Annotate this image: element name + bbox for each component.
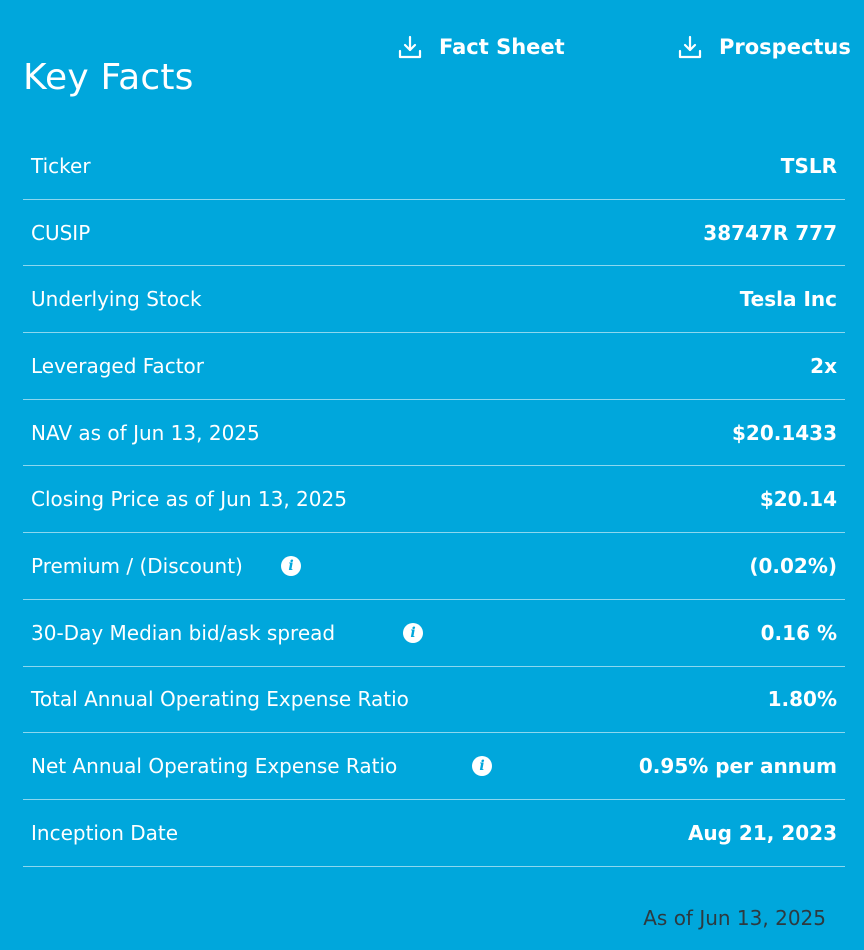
fact-label: Inception Date — [31, 820, 179, 845]
fact-value: 0.95% per annum — [638, 754, 837, 779]
download-icon — [677, 34, 703, 60]
fact-label: CUSIP — [31, 220, 91, 245]
page-title: Key Facts — [23, 57, 194, 98]
fact-label: Closing Price as of Jun 13, 2025 — [31, 487, 347, 512]
fact-value: (0.02%) — [749, 553, 837, 578]
fact-label: Total Annual Operating Expense Ratio — [31, 687, 409, 712]
info-icon[interactable]: i — [281, 555, 301, 576]
fact-row-premium-discount: Premium / (Discount) i (0.02%) — [23, 533, 845, 600]
info-icon[interactable]: i — [403, 622, 423, 643]
fact-value: TSLR — [780, 153, 837, 178]
fact-row-net-expense-ratio: Net Annual Operating Expense Ratio i 0.9… — [23, 733, 845, 800]
fact-label: Premium / (Discount) — [31, 553, 243, 578]
fact-row-total-expense-ratio: Total Annual Operating Expense Ratio 1.8… — [23, 667, 845, 734]
prospectus-label: Prospectus — [719, 35, 851, 59]
fact-value: Tesla Inc — [739, 287, 837, 312]
fact-label: Leveraged Factor — [31, 353, 204, 378]
fact-value: 38747R 777 — [703, 220, 837, 245]
fact-value: $20.14 — [759, 487, 837, 512]
fact-value: Aug 21, 2023 — [687, 820, 837, 845]
fact-row-cusip: CUSIP 38747R 777 — [23, 200, 845, 267]
fact-label: Ticker — [31, 153, 91, 178]
fact-row-leveraged-factor: Leveraged Factor 2x — [23, 333, 845, 400]
info-icon[interactable]: i — [472, 756, 492, 777]
fact-label: NAV as of Jun 13, 2025 — [31, 420, 260, 445]
fact-row-closing-price: Closing Price as of Jun 13, 2025 $20.14 — [23, 466, 845, 534]
fact-row-inception-date: Inception Date Aug 21, 2023 — [23, 800, 845, 867]
fact-value: 2x — [810, 353, 837, 378]
fact-label: 30-Day Median bid/ask spread — [31, 620, 336, 645]
fact-value: 1.80% — [767, 687, 837, 712]
fact-row-ticker: Ticker TSLR — [23, 133, 845, 200]
key-facts-table: Ticker TSLR CUSIP 38747R 777 Underlying … — [23, 133, 845, 867]
download-icon — [397, 34, 423, 60]
fact-row-nav: NAV as of Jun 13, 2025 $20.1433 — [23, 400, 845, 467]
as-of-date: As of Jun 13, 2025 — [643, 906, 826, 930]
fact-sheet-label: Fact Sheet — [439, 35, 565, 59]
fact-label: Net Annual Operating Expense Ratio — [31, 754, 398, 779]
fact-value: $20.1433 — [731, 420, 837, 445]
prospectus-download-link[interactable]: Prospectus — [677, 31, 851, 63]
fact-value: 0.16 % — [760, 620, 837, 645]
fact-sheet-download-link[interactable]: Fact Sheet — [397, 31, 565, 63]
fact-row-underlying-stock: Underlying Stock Tesla Inc — [23, 266, 845, 334]
fact-row-bid-ask-spread: 30-Day Median bid/ask spread i 0.16 % — [23, 600, 845, 667]
fact-label: Underlying Stock — [31, 287, 202, 312]
